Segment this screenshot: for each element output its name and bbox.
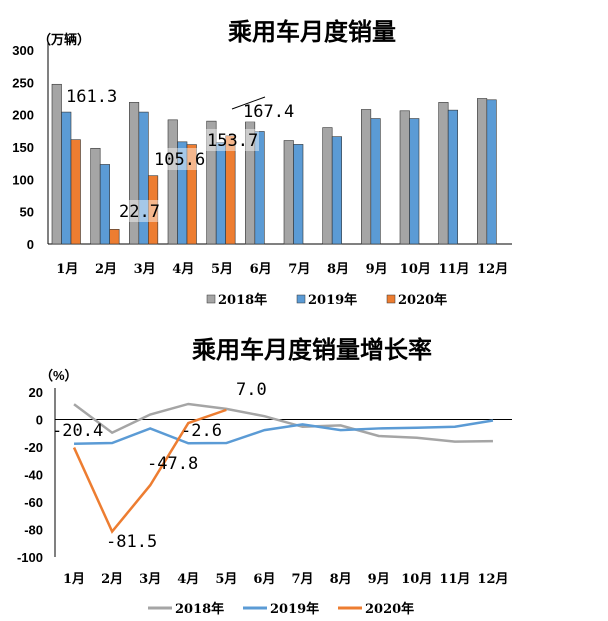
line-chart-title: 乘用车月度销量增长率: [191, 335, 432, 364]
x-tick-label: 7月: [292, 572, 314, 587]
bar-2020年: [225, 135, 236, 245]
bar-chart-title: 乘用车月度销量: [227, 17, 396, 46]
legend-label: 2020年: [365, 601, 414, 617]
bar-2018年: [283, 140, 294, 245]
y-tick-label: 0: [27, 237, 34, 252]
bar-2018年: [90, 147, 101, 245]
line-chart: 乘用车月度销量增长率 （%） 20 0 -20 -40 -60 -80 -100 1月 2月 3月…: [17, 335, 512, 617]
data-label-bg: [205, 129, 259, 151]
legend-swatch: [206, 294, 216, 304]
y-tick-label: 300: [12, 43, 34, 58]
bar-2019年: [486, 99, 497, 245]
x-tick-label: 8月: [330, 572, 352, 587]
x-tick-label: 5月: [215, 572, 237, 587]
bar-2019年: [409, 118, 420, 245]
x-tick-label: 9月: [368, 572, 390, 587]
data-label: 161.3: [66, 87, 117, 107]
x-tick-label: 6月: [253, 572, 275, 587]
bar-2020年: [148, 175, 159, 245]
x-tick-label: 3月: [134, 262, 156, 277]
bar-2020年: [186, 144, 197, 245]
y-tick-label: 0: [36, 413, 43, 428]
data-label: 167.4: [243, 102, 294, 122]
data-label: -81.5: [106, 532, 157, 552]
y-tick-label: -100: [17, 550, 43, 565]
line-chart-unit: （%）: [40, 368, 78, 383]
bar-2018年: [167, 119, 178, 245]
data-label: -2.6: [181, 421, 222, 441]
bar-2018年: [399, 110, 410, 245]
bar-2019年: [61, 111, 72, 245]
data-label: 22.7: [119, 202, 160, 222]
line-2018年: [73, 402, 493, 443]
data-label: -47.8: [147, 454, 198, 474]
legend-label: 2018年: [175, 601, 224, 617]
data-label-bg: [241, 100, 295, 122]
x-tick-label: 1月: [63, 572, 85, 587]
legend-label: 2019年: [308, 292, 357, 308]
line-2020年: [72, 408, 227, 534]
y-tick-label: -20: [24, 440, 43, 455]
bar-chart-unit: （万辆）: [38, 32, 90, 47]
bar-2018年: [322, 127, 333, 245]
data-label: 105.6: [154, 150, 205, 170]
y-tick-label: -80: [24, 523, 43, 538]
legend-swatch: [386, 294, 396, 304]
line-2019年: [74, 419, 494, 445]
y-tick-label: 20: [29, 385, 43, 400]
x-tick-label: 3月: [139, 572, 161, 587]
bar-2018年: [361, 109, 372, 245]
bar-2018年: [51, 83, 62, 245]
x-tick-label: 9月: [366, 262, 388, 277]
bar-2019年: [138, 111, 149, 245]
bar-2019年: [370, 118, 381, 245]
x-tick-label: 12月: [477, 262, 508, 277]
x-tick-label: 7月: [288, 262, 310, 277]
legend-swatch: [296, 294, 306, 304]
y-tick-label: 150: [12, 140, 34, 155]
x-tick-label: 5月: [211, 262, 233, 277]
y-tick-label: 250: [12, 75, 34, 90]
legend-label: 2019年: [270, 601, 319, 617]
y-tick-label: 200: [12, 108, 34, 123]
bar-2018年: [477, 98, 488, 245]
legend-label: 2018年: [218, 292, 267, 308]
x-tick-label: 12月: [477, 572, 508, 587]
x-tick-label: 11月: [439, 572, 470, 587]
data-label: -20.4: [52, 421, 103, 441]
x-tick-label: 1月: [56, 262, 78, 277]
x-tick-label: 8月: [327, 262, 349, 277]
bar-2019年: [447, 109, 458, 245]
bar-2019年: [293, 144, 304, 245]
bar-2019年: [215, 142, 226, 245]
leader-line: [231, 96, 266, 110]
bar-2018年: [438, 102, 449, 245]
data-label-bg: [152, 148, 206, 170]
x-tick-label: 10月: [401, 572, 432, 587]
bar-2020年: [70, 139, 81, 245]
data-label-bg: [64, 85, 118, 107]
y-tick-label: -40: [24, 468, 43, 483]
data-label: 7.0: [236, 380, 267, 400]
x-tick-label: 4月: [177, 572, 199, 587]
x-tick-label: 10月: [400, 262, 431, 277]
x-tick-label: 2月: [101, 572, 123, 587]
x-tick-label: 11月: [438, 262, 469, 277]
y-tick-label: -60: [24, 495, 43, 510]
bar-2019年: [99, 164, 110, 245]
bar-2019年: [254, 131, 265, 245]
bar-2020年: [109, 229, 120, 245]
bar-chart: 乘用车月度销量 （万辆） 0 50 100 150 200 250 300 1月 2月 3月 4月 5…: [12, 17, 512, 308]
data-label-bg: [117, 200, 161, 222]
bar-2019年: [331, 136, 342, 245]
y-tick-label: 50: [20, 205, 34, 220]
bar-2018年: [129, 102, 140, 245]
x-tick-label: 2月: [95, 262, 117, 277]
y-tick-label: 100: [12, 172, 34, 187]
legend-label: 2020年: [398, 292, 447, 308]
data-label: 153.7: [207, 131, 258, 151]
x-tick-label: 6月: [250, 262, 272, 277]
x-tick-label: 4月: [172, 262, 194, 277]
